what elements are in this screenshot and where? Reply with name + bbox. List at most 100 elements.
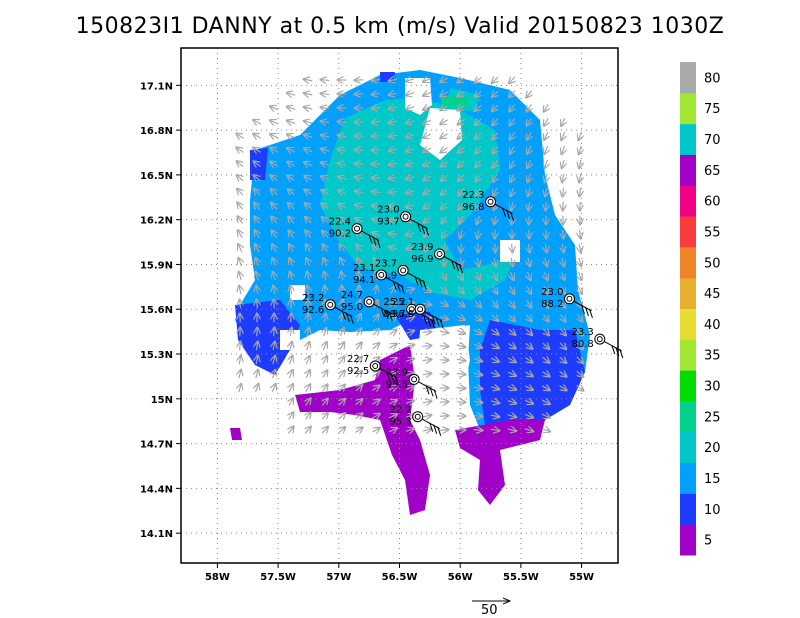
wind-vector xyxy=(405,317,414,320)
lat-tick-label: 15.3N xyxy=(140,350,173,361)
wind-vector xyxy=(324,272,326,281)
wind-vector xyxy=(560,357,566,363)
wind-vector xyxy=(372,108,381,109)
wind-vector xyxy=(580,187,581,196)
wind-vector xyxy=(374,258,378,266)
observation-pres: 96.8 xyxy=(392,309,414,320)
wind-vector xyxy=(256,342,257,351)
wind-vector xyxy=(339,231,345,237)
wind-vector xyxy=(562,243,564,252)
observation: 24.795.0 xyxy=(341,290,393,321)
wind-vector xyxy=(560,314,565,322)
wind-vector xyxy=(493,271,496,280)
wind-vector xyxy=(510,146,514,153)
colorbar-segment xyxy=(680,277,696,309)
wind-vector xyxy=(490,429,499,430)
wind-vector xyxy=(527,159,530,168)
wind-vector xyxy=(490,372,499,375)
wind-vector xyxy=(321,176,330,180)
wind-barb xyxy=(423,315,428,325)
wind-vector xyxy=(270,106,279,109)
wind-vector xyxy=(323,385,328,392)
wind-vector xyxy=(510,271,513,280)
wind-vector xyxy=(546,229,547,239)
colorbar-label: 70 xyxy=(704,133,721,148)
wind-vector xyxy=(355,218,364,222)
wind-barb xyxy=(588,308,593,318)
wind-vector xyxy=(288,189,295,194)
wind-vector xyxy=(358,300,360,309)
wind-vector xyxy=(423,190,431,194)
wind-vector xyxy=(307,286,308,295)
wind-barb xyxy=(422,280,427,290)
wind-vector xyxy=(461,243,462,253)
colorbar-segment xyxy=(680,216,696,248)
observation-marker-inner xyxy=(402,213,409,220)
wind-vector xyxy=(527,145,531,154)
observation-temp: 22.2 xyxy=(389,405,411,416)
wind-vector xyxy=(473,373,482,375)
wind-vector xyxy=(355,150,364,151)
wind-vector xyxy=(527,271,530,280)
wind-vector xyxy=(305,427,310,434)
wind-vector xyxy=(272,244,276,253)
observation-pres: 90.2 xyxy=(329,229,351,240)
wind-vector xyxy=(458,133,465,138)
wind-vector xyxy=(274,328,275,337)
wind-vector xyxy=(389,121,398,123)
wind-vector xyxy=(238,244,242,253)
observation-temp: 23.9 xyxy=(386,367,408,378)
wind-vector xyxy=(527,118,532,125)
wind-vector xyxy=(577,328,582,336)
wind-vector xyxy=(373,245,380,250)
wind-vector xyxy=(373,343,379,349)
wind-vector xyxy=(579,145,581,154)
wind-vector xyxy=(338,149,347,151)
lat-tick-label: 15.9N xyxy=(140,260,173,271)
wind-barb xyxy=(388,311,393,321)
wind-vector xyxy=(287,162,296,166)
wind-vector xyxy=(524,386,533,390)
wind-vector xyxy=(560,329,566,335)
wind-vector xyxy=(473,387,482,389)
observation-pres: 80.8 xyxy=(572,339,594,350)
wind-vector xyxy=(439,317,448,319)
wind-vector xyxy=(341,300,342,309)
observation-pres: 96.8 xyxy=(462,202,484,213)
wind-vector xyxy=(439,302,448,306)
wind-vector xyxy=(321,93,330,94)
wind-vector xyxy=(560,343,566,349)
observation-marker xyxy=(412,411,424,423)
wind-vector xyxy=(273,356,275,365)
wind-vector xyxy=(439,346,448,347)
wind-vector xyxy=(255,244,259,253)
lon-tick-label: 55W xyxy=(569,572,594,583)
wind-vector xyxy=(372,428,379,432)
wind-vector xyxy=(510,159,514,168)
wind-vector xyxy=(441,287,447,293)
wind-vector xyxy=(307,328,309,337)
wind-barb xyxy=(431,319,436,329)
wind-vector xyxy=(439,402,449,403)
wind-vector xyxy=(304,148,313,151)
wind-vector xyxy=(339,218,346,223)
wind-vector xyxy=(542,372,549,377)
observation-marker xyxy=(397,264,409,276)
wind-vector xyxy=(388,372,397,376)
wind-vector xyxy=(440,134,448,139)
dropsonde-observations: 23.093.722.490.222.396.823.996.923.796.9… xyxy=(302,190,624,436)
reference-vector-label: 50 xyxy=(481,603,498,618)
lat-tick-label: 15.6N xyxy=(140,305,173,316)
observation: 22.792.5 xyxy=(347,354,399,386)
wind-vector xyxy=(544,104,548,111)
wind-vector xyxy=(490,401,499,403)
wind-vector xyxy=(388,358,396,362)
wind-vector xyxy=(406,135,415,138)
wind-vector xyxy=(304,135,313,138)
wind-vector xyxy=(253,148,261,153)
wind-vector xyxy=(323,356,327,365)
wind-vector xyxy=(339,245,344,252)
wind-barb xyxy=(459,263,464,274)
wind-vector xyxy=(477,215,480,224)
wind-vector xyxy=(272,258,275,267)
